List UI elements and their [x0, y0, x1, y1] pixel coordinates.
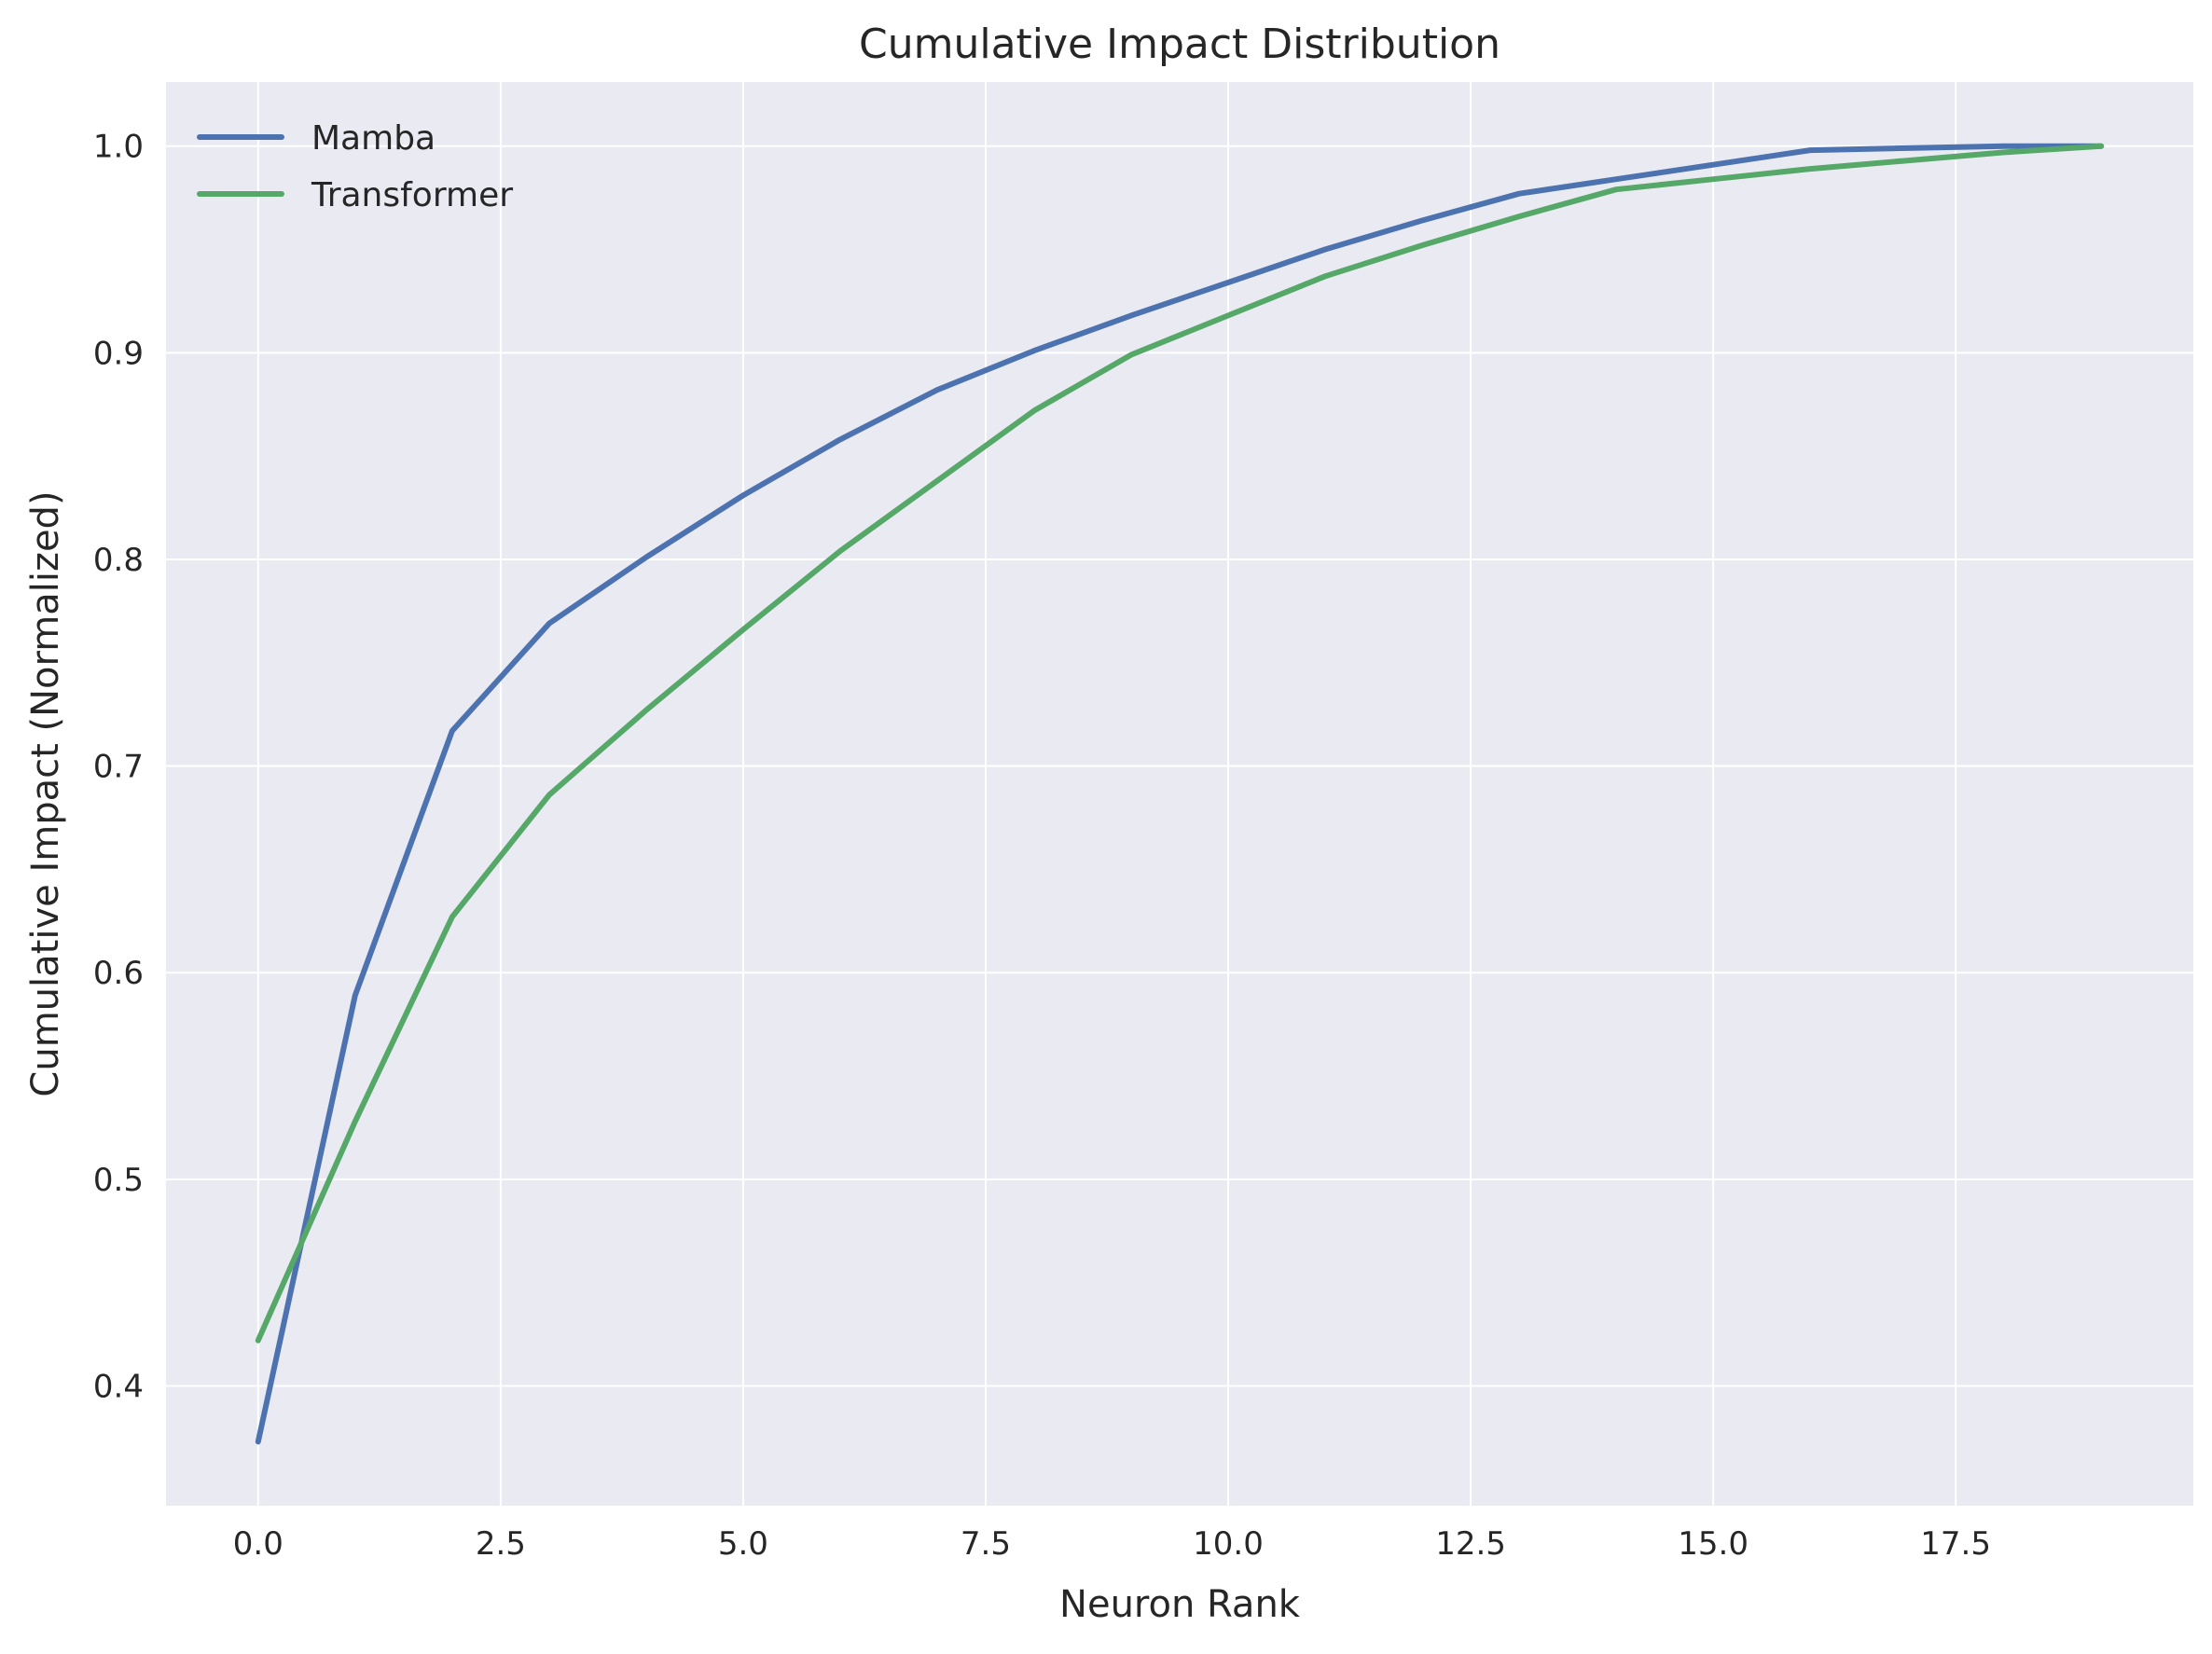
x-tick-label: 10.0	[1193, 1525, 1264, 1563]
x-tick-label: 0.0	[233, 1525, 283, 1563]
legend-label-mamba: Mamba	[311, 119, 435, 158]
y-axis-label: Cumulative Impact (Normalized)	[24, 490, 67, 1096]
series-line-mamba	[255, 143, 2105, 1445]
legend: Mamba Transformer	[197, 119, 513, 214]
x-tick-label: 2.5	[476, 1525, 526, 1563]
y-tick-label: 0.9	[93, 335, 144, 372]
y-tick-label: 0.5	[93, 1162, 144, 1199]
y-tick-label: 0.4	[93, 1368, 144, 1405]
y-tick-label: 0.7	[93, 749, 144, 786]
x-tick-label: 5.0	[718, 1525, 768, 1563]
legend-label-transformer: Transformer	[311, 176, 513, 214]
plot-area	[166, 82, 2193, 1506]
x-tick-label: 12.5	[1435, 1525, 1506, 1563]
grid	[166, 82, 2193, 1506]
x-tick-label: 7.5	[961, 1525, 1011, 1563]
x-axis-label: Neuron Rank	[1059, 1583, 1301, 1626]
series-line-transformer	[255, 143, 2105, 1344]
x-tick-label: 15.0	[1678, 1525, 1749, 1563]
tick-labels: 0.0 2.5 5.0 7.5 10.0 12.5 15.0 17.5 0.4 0.5 0.6 0.7…	[93, 129, 1991, 1563]
series-lines	[255, 143, 2105, 1445]
chart-title: Cumulative Impact Distribution	[859, 21, 1500, 68]
x-tick-label: 17.5	[1920, 1525, 1991, 1563]
y-tick-label: 0.6	[93, 955, 144, 992]
y-tick-label: 1.0	[93, 129, 144, 166]
y-tick-label: 0.8	[93, 542, 144, 579]
